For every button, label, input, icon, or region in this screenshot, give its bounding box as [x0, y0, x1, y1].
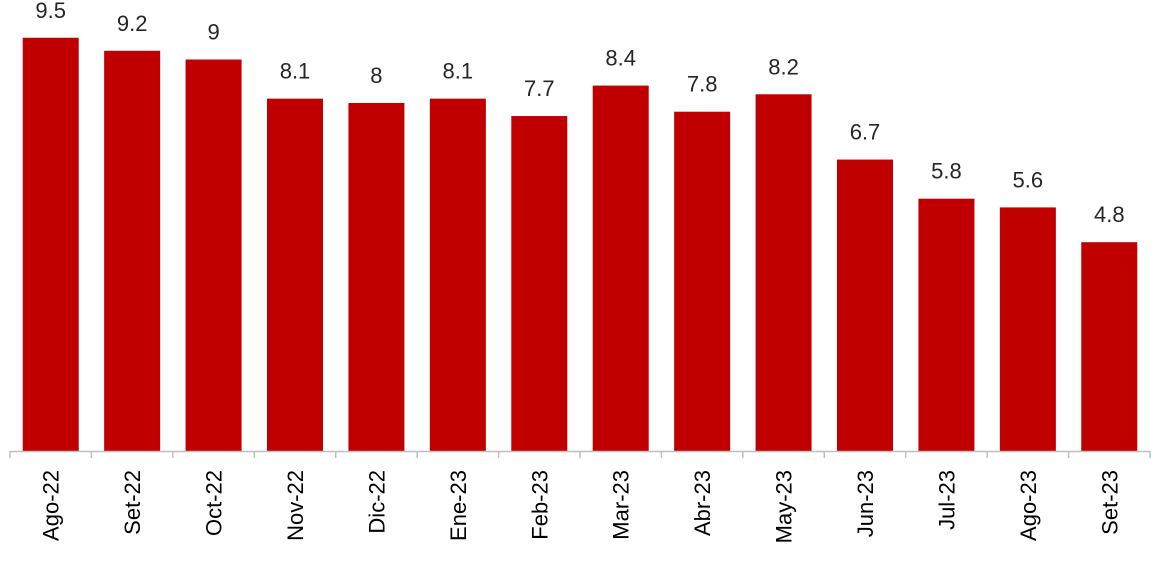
x-axis-ticks [9, 451, 1151, 458]
x-tick-label-feb-23: Feb-23 [527, 470, 552, 540]
x-tick-label-ago-22: Ago-22 [39, 470, 64, 541]
x-tick-label-ago-23: Ago-23 [1016, 470, 1041, 541]
x-tick-label-oct-22: Oct-22 [202, 470, 227, 536]
data-label-jul-23: 5.8 [931, 159, 962, 184]
x-tick-label-jul-23: Jul-23 [934, 470, 959, 530]
bars-layer [22, 37, 1138, 452]
data-label-oct-22: 9 [207, 20, 219, 45]
bar-feb-23 [511, 116, 568, 452]
x-tick-label-ene-23: Ene-23 [446, 470, 471, 541]
x-axis-tick-labels: Ago-22 Set-22 Oct-22 Nov-22 Dic-22 Ene-23 Feb-… [39, 470, 1123, 543]
bar-ene-23 [429, 98, 486, 452]
data-label-ago-23: 5.6 [1013, 167, 1044, 192]
value-labels-layer: 9.5 9.2 9 8.1 8 8.1 7.7 8.4 7.8 8.2 6.7 5.8 5.6 4.8 [35, 0, 1124, 227]
bar-may-23 [755, 94, 812, 452]
bar-set-23 [1081, 242, 1138, 451]
x-tick-label-set-22: Set-22 [120, 470, 145, 535]
bar-dic-22 [348, 103, 405, 451]
data-label-ene-23: 8.1 [443, 59, 474, 84]
bar-ago-23 [999, 207, 1056, 451]
x-tick-label-mar-23: Mar-23 [609, 470, 634, 540]
x-tick-label-abr-23: Abr-23 [690, 470, 715, 536]
bar-oct-22 [185, 59, 242, 451]
data-label-abr-23: 7.8 [687, 72, 718, 97]
bar-ago-22 [22, 37, 79, 451]
bar-jul-23 [918, 198, 975, 451]
data-label-set-22: 9.2 [117, 11, 148, 36]
bar-nov-22 [267, 98, 323, 452]
data-label-ago-22: 9.5 [35, 0, 66, 23]
x-tick-label-set-23: Set-23 [1097, 470, 1122, 535]
data-label-jun-23: 6.7 [850, 120, 881, 145]
bar-mar-23 [592, 85, 649, 451]
bar-jun-23 [837, 159, 893, 452]
data-label-nov-22: 8.1 [280, 59, 311, 84]
data-label-dic-22: 8 [370, 63, 382, 88]
x-tick-label-dic-22: Dic-22 [364, 470, 389, 534]
data-label-set-23: 4.8 [1094, 202, 1125, 227]
x-tick-label-nov-22: Nov-22 [283, 470, 308, 541]
data-label-may-23: 8.2 [768, 54, 799, 79]
data-label-feb-23: 7.7 [524, 76, 555, 101]
data-label-mar-23: 8.4 [605, 46, 636, 71]
x-tick-label-jun-23: Jun-23 [853, 470, 878, 537]
bar-set-22 [104, 50, 161, 452]
bar-abr-23 [674, 111, 731, 451]
x-tick-label-may-23: May-23 [772, 470, 797, 543]
